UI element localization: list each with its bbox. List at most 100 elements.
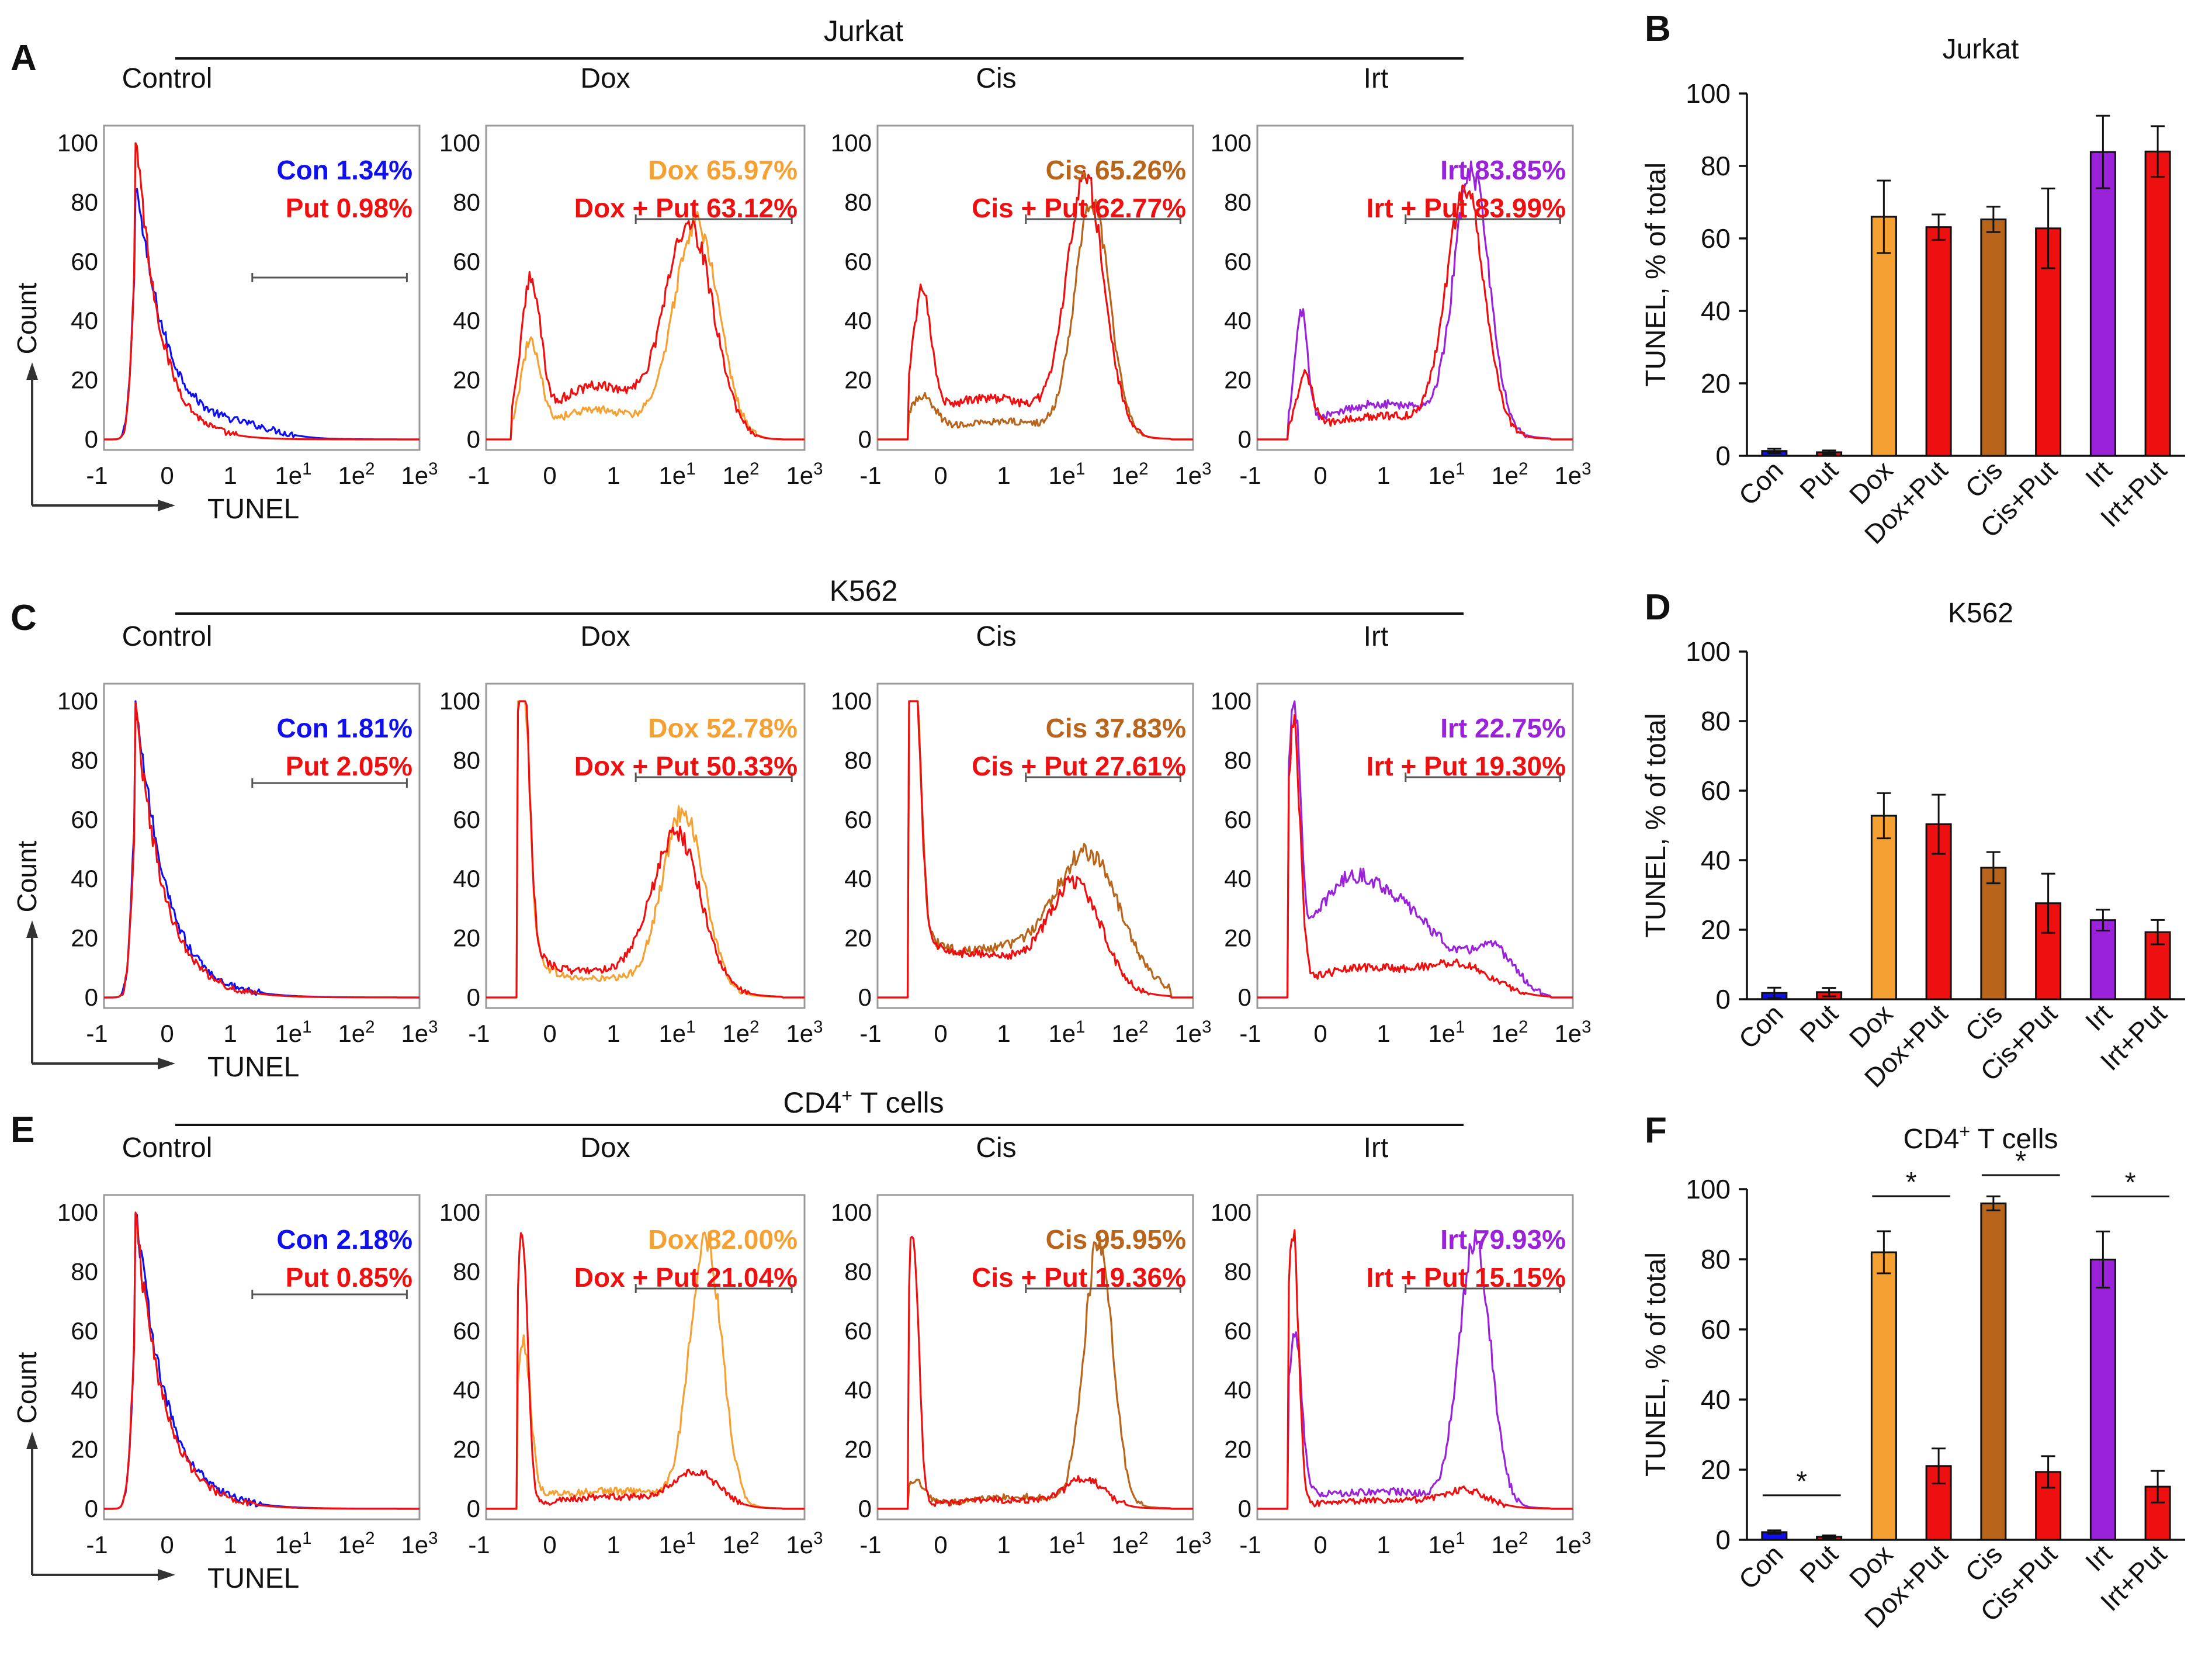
y-axis-label: Count [12,840,42,912]
histogram-control: Control 0 20 40 60 80 100 -1 0 1 1e1 1e2 1e3 Con 2.18… [57,1132,438,1558]
category-label: Irt [2079,455,2118,493]
x-tick-label: 0 [543,1531,556,1558]
x-tick-label: 1e1 [658,1017,695,1047]
y-tick-label: 60 [71,1317,98,1345]
significance-star: * [2015,1146,2026,1177]
bar-dox-plus-put [1925,226,1952,457]
treatment-percentage: Cis 65.26% [1046,155,1186,185]
y-tick-label: 80 [453,746,480,774]
x-tick-label: 0 [934,1020,947,1047]
y-tick-label: 60 [1224,806,1251,833]
treatment-histogram-line [486,211,805,441]
y-axis-label: Count [12,282,42,354]
treatment-percentage: Con 1.34% [276,155,412,185]
y-tick-label: 20 [71,366,98,394]
bar-irt [2089,919,2116,1000]
plot-frame [876,124,1194,451]
y-tick-label: 20 [1224,924,1251,952]
y-tick-label: 60 [71,806,98,833]
x-tick-label: 1e2 [1491,1017,1528,1047]
chart-title: CD4+ T cells [1904,1121,2058,1155]
treatment-percentage: Dox 52.78% [648,713,798,743]
y-tick-label: 0 [1238,983,1251,1011]
x-tick-label: 1e1 [1048,1017,1085,1047]
x-tick-label: 1e3 [1174,1017,1211,1047]
plot-frame [103,683,421,1009]
put-histogram-line [486,220,805,441]
histogram-irt: Irt 0 20 40 60 80 100 -1 0 1 1e1 1e2 1e3 Irt 79.93% Ir… [1211,1132,1592,1558]
treatment-histogram-line [486,700,805,999]
y-tick-label: 80 [71,1258,98,1285]
y-tick-label: 0 [858,983,872,1011]
put-histogram-line [878,169,1193,441]
y-tick-label: 40 [1701,845,1731,875]
y-tick-label: 20 [844,924,872,952]
y-tick-label: 80 [71,746,98,774]
y-tick-label: 60 [1701,775,1731,806]
x-tick-label: 1 [223,462,237,489]
y-tick-label: 100 [1211,1199,1251,1226]
put-histogram-line [1257,184,1573,441]
x-tick-label: 0 [1313,462,1327,489]
y-tick-label: 20 [844,366,872,394]
y-tick-label: 60 [453,248,480,275]
histogram-title: Cis [976,621,1016,652]
treatment-histogram-line [1257,160,1573,441]
treatment-histogram-line [1257,700,1573,999]
category-label: Put [1794,455,1844,505]
category-label: Put [1794,998,1844,1048]
y-tick-label: 100 [831,687,872,715]
histogram-cis: Cis 0 20 40 60 80 100 -1 0 1 1e1 1e2 1e3 Cis 95.95% Ci… [831,1132,1212,1558]
plot-frame [1256,1194,1574,1520]
treatment-histogram-line [486,1231,805,1510]
x-tick-label: 1e2 [338,1529,375,1558]
put-percentage: Irt + Put 83.99% [1367,193,1566,223]
x-tick-label: 1e2 [1491,1529,1528,1558]
treatment-percentage: Irt 79.93% [1440,1224,1566,1255]
x-tick-label: 1 [606,1531,620,1558]
y-tick-label: 60 [71,248,98,275]
y-tick-label: 100 [57,687,98,715]
y-tick-label: 0 [467,425,480,453]
y-axis-label: TUNEL, % of total [1641,1252,1672,1477]
panel-letter: A [11,38,37,78]
histogram-irt: Irt 0 20 40 60 80 100 -1 0 1 1e1 1e2 1e3 Irt 83.85% Ir… [1211,63,1592,489]
put-percentage: Dox + Put 63.12% [574,193,798,223]
plot-frame [103,124,421,451]
y-tick-label: 40 [1224,307,1251,334]
y-tick-label: 100 [439,687,480,715]
bar-chart-D: D K562 0 20 40 60 80 100 TUNEL, % of total Con Put… [1641,587,2185,1093]
y-tick-label: 60 [1224,1317,1251,1345]
histogram-title: Cis [976,1132,1016,1163]
y-tick-label: 40 [1701,1384,1731,1415]
x-tick-label: 1e1 [275,1017,311,1047]
x-tick-label: -1 [859,462,881,489]
y-tick-label: 20 [1701,1454,1731,1485]
x-tick-label: 1e2 [338,459,375,489]
treatment-histogram-line [104,188,419,441]
y-arrow-head [26,920,38,938]
y-tick-label: 80 [1224,1258,1251,1285]
put-percentage: Cis + Put 27.61% [972,751,1186,781]
panel-letter: C [11,598,37,638]
y-tick-label: 0 [85,983,98,1011]
x-arrow-head [158,1058,175,1069]
x-tick-label: -1 [86,1531,108,1558]
x-tick-label: 1e2 [722,1017,759,1047]
put-histogram-line [1257,713,1573,999]
y-tick-label: 20 [1701,915,1731,945]
x-tick-label: 1e3 [1174,1529,1211,1558]
y-axis-label: Count [12,1352,42,1423]
put-percentage: Put 2.05% [286,751,412,781]
x-tick-label: -1 [1239,462,1261,489]
x-axis-label: TUNEL [207,1563,299,1594]
histogram-title: Irt [1364,1132,1389,1163]
x-tick-label: 0 [934,462,947,489]
put-percentage: Put 0.98% [286,193,412,223]
y-tick-label: 0 [1238,1495,1251,1522]
category-label: Con [1733,1539,1789,1595]
put-percentage: Put 0.85% [286,1262,412,1293]
cell-line-header: CD4+ T cells [783,1085,944,1119]
x-tick-label: 1e3 [1554,1017,1591,1047]
